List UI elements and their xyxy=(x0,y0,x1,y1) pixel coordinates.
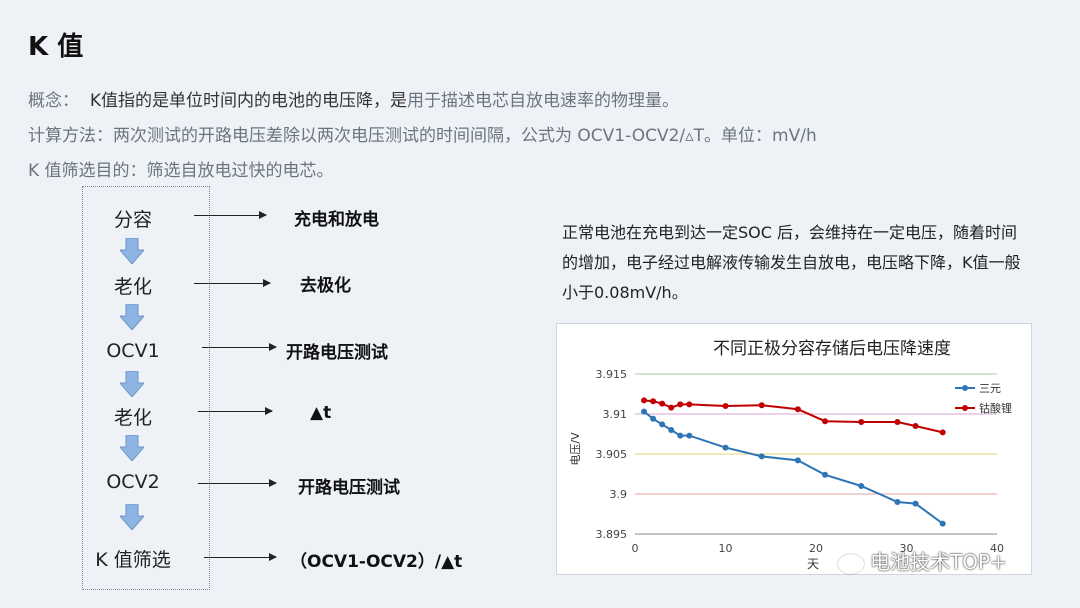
down-arrow-icon xyxy=(120,435,144,461)
down-arrow-icon xyxy=(120,304,144,330)
down-arrow-icon xyxy=(120,504,144,530)
series-1-point xyxy=(939,520,946,527)
concept-text-dark: K值指的是单位时间内的电池的电压降，是 xyxy=(89,91,407,111)
x-tick-label: 40 xyxy=(990,542,1004,555)
series-2-point xyxy=(758,402,765,409)
x-tick-label: 10 xyxy=(719,542,733,555)
down-arrow-icon xyxy=(120,371,144,397)
series-1-point xyxy=(758,453,765,460)
series-2-point xyxy=(939,429,946,436)
x-tick-label: 20 xyxy=(809,542,823,555)
right-arrow-icon xyxy=(198,479,277,487)
voltage-chart: 不同正极分容存储后电压降速度 电压/V 天 3.895 3.9 3.905 3.91 3… xyxy=(556,323,1032,575)
slide-title: K 值 xyxy=(28,32,84,62)
series-2-point xyxy=(912,423,919,429)
series-1-point xyxy=(794,457,801,464)
right-arrow-icon xyxy=(194,211,267,219)
y-tick-label: 3.895 xyxy=(596,528,628,541)
y-tick-label: 3.915 xyxy=(596,368,628,381)
watermark: 电池技术TOP+ xyxy=(838,546,1007,575)
flow-result-3: 开路电压测试 xyxy=(286,343,388,363)
description-text: 正常电池在充电到达一定SOC 后，会维持在一定电压，随着时间的增加，电子经过电解… xyxy=(562,223,1021,302)
series-1-point xyxy=(912,500,919,507)
series-2-point xyxy=(659,400,666,407)
wechat-icon xyxy=(838,553,864,574)
series-2-point xyxy=(668,404,675,411)
series-1-point xyxy=(659,421,666,428)
x-tick-label: 0 xyxy=(632,542,639,555)
flow-result-1: 充电和放电 xyxy=(294,210,379,230)
legend-label: 三元 xyxy=(979,382,1001,395)
flow-step-1: 分容 xyxy=(113,209,152,231)
concept-line: 概念： K值指的是单位时间内的电池的电压降，是用于描述电芯自放电速率的物理量。 xyxy=(28,86,679,111)
series-2-point xyxy=(686,401,693,408)
legend-marker xyxy=(962,385,968,391)
watermark-text: 电池技术TOP+ xyxy=(870,550,1007,574)
series-1-point xyxy=(822,471,829,478)
series-1-point xyxy=(722,444,729,451)
chart-ylabel: 电压/V xyxy=(569,432,582,466)
method-line: 计算方法：两次测试的开路电压差除以两次电压测试的时间间隔，公式为 OCV1-OC… xyxy=(28,126,817,146)
flow-result-4: ▲t xyxy=(310,403,332,423)
chart-xlabel: 天 xyxy=(807,557,819,571)
flow-result-5: 开路电压测试 xyxy=(298,478,400,498)
series-1-point xyxy=(668,427,675,433)
series-2-point xyxy=(641,397,648,404)
y-tick-label: 3.905 xyxy=(596,448,628,461)
series-2-point xyxy=(794,406,801,413)
flow-step-2: 老化 xyxy=(113,276,152,298)
series-1-point xyxy=(894,499,901,505)
flow-result-6: （OCV1-OCV2）/▲t xyxy=(290,552,463,572)
series-1-point xyxy=(858,483,865,489)
right-arrow-icon xyxy=(198,407,273,415)
concept-label: 概念： xyxy=(28,91,79,111)
series-2-point xyxy=(858,419,865,425)
flow-step-3: OCV1 xyxy=(106,340,160,362)
flow-step-4: 老化 xyxy=(113,407,152,429)
series-1-point xyxy=(686,432,693,439)
down-arrow-icon xyxy=(120,238,144,264)
flow-step-5: OCV2 xyxy=(106,471,160,493)
flow-result-2: 去极化 xyxy=(300,276,351,296)
chart-title: 不同正极分容存储后电压降速度 xyxy=(713,339,951,359)
right-arrow-icon xyxy=(204,553,277,561)
legend-label: 钴酸锂 xyxy=(979,401,1012,415)
series-2-point xyxy=(894,419,901,425)
series-2-point xyxy=(722,403,729,409)
series-1-point xyxy=(650,415,657,422)
series-2-point xyxy=(822,418,829,425)
right-arrow-icon xyxy=(202,343,277,351)
series-2-point xyxy=(677,401,684,408)
purpose-line: K 值筛选目的：筛选自放电过快的电芯。 xyxy=(28,161,334,181)
x-tick-label: 30 xyxy=(900,542,914,555)
legend-marker xyxy=(962,405,968,411)
series-2-point xyxy=(650,398,657,405)
concept-text-light: 用于描述电芯自放电速率的物理量。 xyxy=(406,91,679,111)
series-1-point xyxy=(641,408,648,415)
y-tick-label: 3.9 xyxy=(610,488,628,501)
chart-svg: 不同正极分容存储后电压降速度 电压/V 天 3.895 3.9 3.905 3.91 3… xyxy=(569,339,1012,571)
flow-step-6: K 值筛选 xyxy=(95,549,171,571)
right-arrow-icon xyxy=(194,279,271,287)
series-line-1 xyxy=(643,410,944,525)
y-tick-label: 3.91 xyxy=(603,408,628,421)
series-1-point xyxy=(677,432,684,439)
flow-box xyxy=(82,186,210,590)
